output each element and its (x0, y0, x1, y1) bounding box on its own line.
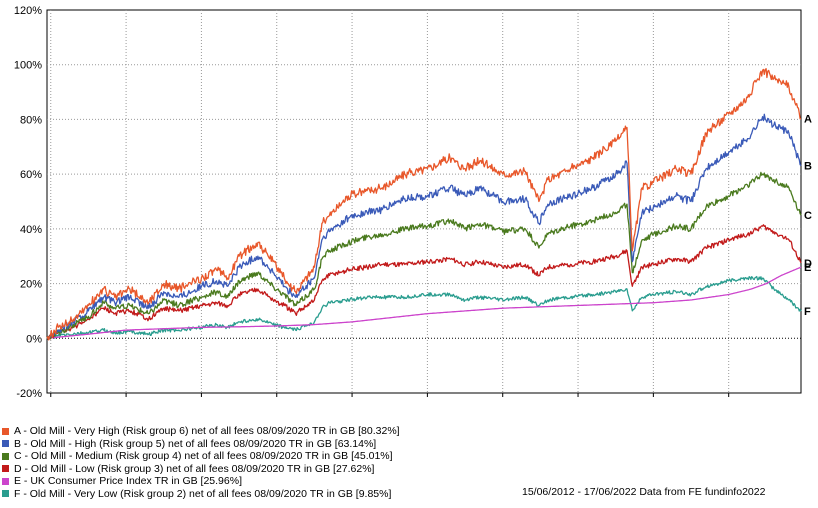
series-line-b (46, 113, 802, 340)
series-line-e (46, 266, 802, 339)
legend-swatch (2, 477, 9, 485)
source-note: 15/06/2012 - 17/06/2022 Data from FE fun… (522, 486, 766, 498)
x-tick-label: Jul '14 (186, 399, 217, 400)
legend-swatch (2, 465, 9, 473)
series-line-d (46, 224, 802, 340)
y-tick-label: 80% (20, 114, 42, 126)
y-tick-label: 60% (20, 169, 42, 181)
legend-item-b: B - Old Mill - High (Risk group 5) net o… (2, 438, 400, 451)
end-label-b: B (804, 161, 812, 173)
end-label-f: F (804, 306, 811, 318)
end-label-c: C (804, 210, 812, 222)
plot-area (46, 9, 802, 394)
legend-label: B - Old Mill - High (Risk group 5) net o… (14, 437, 377, 450)
x-tick-label: Jul '16 (336, 399, 367, 400)
x-tick-label: Jul '19 (562, 399, 593, 400)
series-end-labels: A B C DE F (804, 114, 812, 319)
legend-label: F - Old Mill - Very Low (Risk group 2) n… (14, 487, 392, 500)
series-line-c (46, 171, 802, 340)
x-tick-label: Jul '12 (35, 399, 66, 400)
series-lines (46, 68, 802, 341)
x-tick-label: Jul '15 (261, 399, 292, 400)
x-axis-ticks: Jul '12 Jul '13 Jul '14 Jul '15 Jul '16 Jul '… (35, 393, 744, 400)
x-tick-label: Jul '20 (638, 399, 669, 400)
legend-label: C - Old Mill - Medium (Risk group 4) net… (14, 450, 393, 462)
x-tick-label: Jul '17 (412, 399, 443, 400)
legend-item-d: D - Old Mill - Low (Risk group 3) net of… (2, 463, 400, 476)
end-label-d: D (804, 258, 812, 270)
y-tick-label: 120% (14, 5, 42, 17)
y-tick-label: 20% (20, 279, 42, 291)
legend-swatch (2, 427, 9, 435)
grid-lines (47, 10, 801, 393)
x-tick-label: Jul '18 (487, 399, 518, 400)
legend-label: D - Old Mill - Low (Risk group 3) net of… (14, 462, 375, 475)
y-tick-label: -20% (16, 388, 42, 400)
performance-chart: -20%0%20%40%60%80%100%120% Jul '12Jul '1… (14, 5, 812, 400)
legend-swatch (2, 490, 9, 498)
legend-swatch (2, 452, 9, 460)
legend-swatch (2, 440, 9, 448)
legend-item-f: F - Old Mill - Very Low (Risk group 2) n… (2, 488, 400, 501)
y-axis-ticks: -20% 0% 20% 40% 60% 80% 100% 120% (14, 5, 42, 400)
series-line-f (46, 275, 802, 340)
end-label-a: A (804, 114, 812, 126)
legend: A - Old Mill - Very High (Risk group 6) … (2, 425, 400, 500)
legend-label: A - Old Mill - Very High (Risk group 6) … (14, 425, 400, 437)
end-label-e: E (804, 262, 811, 274)
y-tick-label: 100% (14, 60, 42, 72)
legend-item-a: A - Old Mill - Very High (Risk group 6) … (2, 425, 400, 438)
legend-item-e: E - UK Consumer Price Index TR in GB [25… (2, 475, 400, 488)
legend-label: E - UK Consumer Price Index TR in GB [25… (14, 475, 242, 487)
x-tick-label: Jul '13 (110, 399, 141, 400)
legend-item-c: C - Old Mill - Medium (Risk group 4) net… (2, 450, 400, 463)
y-tick-label: 40% (20, 224, 42, 236)
series-line-a (46, 68, 802, 341)
y-tick-label: 0% (26, 333, 42, 345)
x-tick-label: Jul '21 (713, 399, 744, 400)
